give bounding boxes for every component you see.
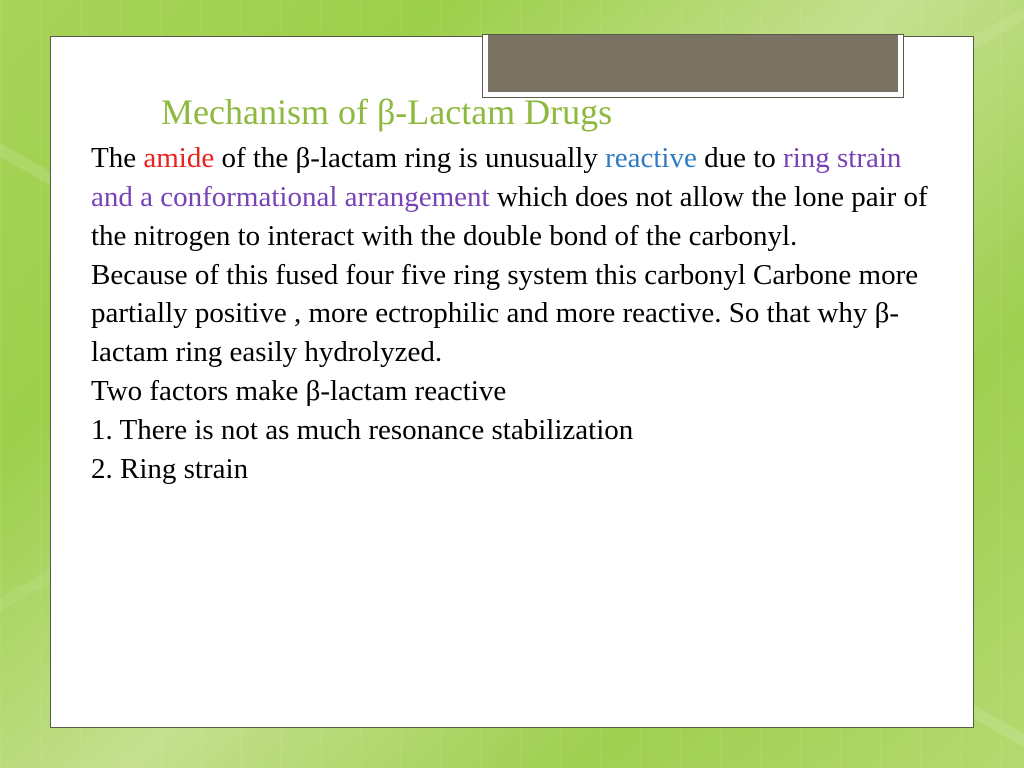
- decorative-tab: [483, 35, 903, 97]
- body-paragraph-2: Because of this fused four five ring sys…: [91, 259, 918, 369]
- list-item-2: 2. Ring strain: [91, 453, 248, 485]
- body-text: The: [91, 142, 143, 174]
- body-text: due to: [697, 142, 783, 174]
- slide-title: Mechanism of β-Lactam Drugs: [161, 91, 933, 133]
- highlight-reactive: reactive: [605, 142, 697, 174]
- list-item-1: 1. There is not as much resonance stabil…: [91, 414, 633, 446]
- body-paragraph-3: Two factors make β-lactam reactive: [91, 375, 506, 407]
- body-text: of the β-lactam ring is unusually: [214, 142, 605, 174]
- highlight-amide: amide: [143, 142, 214, 174]
- content-card: Mechanism of β-Lactam Drugs The amide of…: [50, 36, 974, 728]
- slide-body: The amide of the β-lactam ring is unusua…: [91, 139, 933, 489]
